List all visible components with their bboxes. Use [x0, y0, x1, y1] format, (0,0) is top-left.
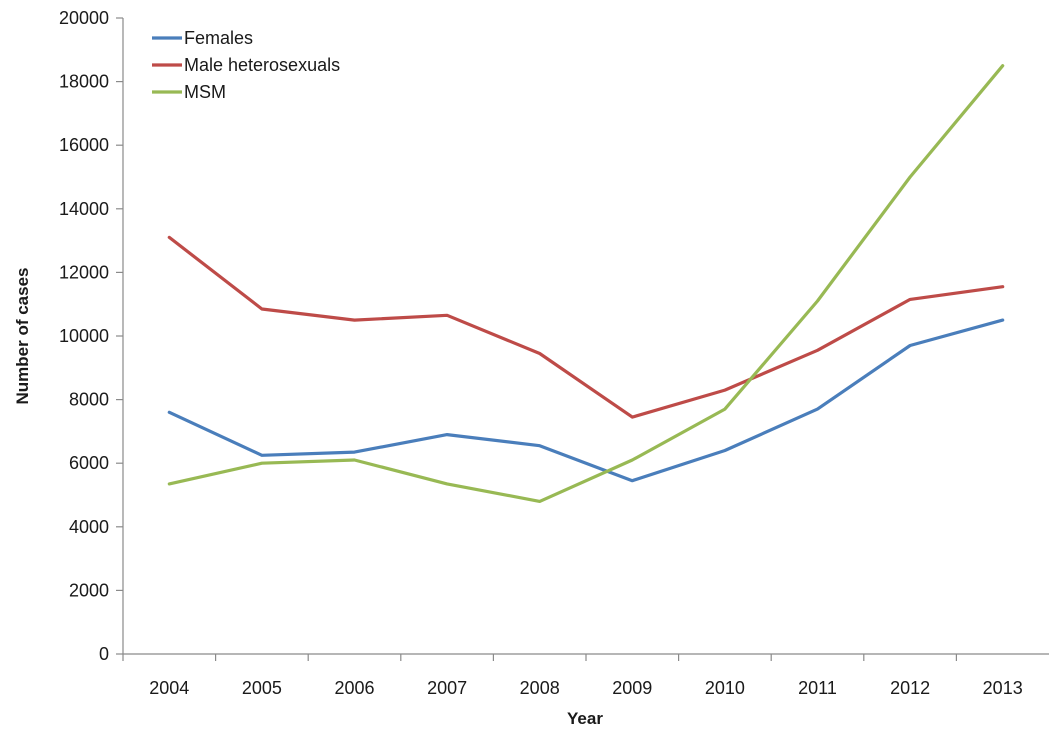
series-lines [167, 64, 1005, 503]
legend-label-male-heterosexuals: Male heterosexuals [184, 55, 340, 75]
x-tick-label: 2005 [242, 678, 282, 698]
series-line-msm [167, 64, 1005, 503]
y-tick-label: 8000 [69, 390, 109, 410]
y-tick-label: 12000 [59, 262, 109, 282]
x-tick-label: 2010 [705, 678, 745, 698]
x-tick-label: 2009 [612, 678, 652, 698]
x-tick-label: 2007 [427, 678, 467, 698]
y-axis-title: Number of cases [13, 268, 32, 405]
x-tick-label: 2008 [520, 678, 560, 698]
y-tick-label: 16000 [59, 135, 109, 155]
x-tick-label: 2012 [890, 678, 930, 698]
x-axis-title: Year [567, 709, 603, 728]
y-tick-label: 6000 [69, 453, 109, 473]
x-tick-label: 2011 [798, 678, 837, 698]
axes: 0 2000 4000 6000 8000 10000 12000 14000 16000 180… [59, 8, 1049, 698]
x-tick-label: 2013 [983, 678, 1023, 698]
y-tick-label: 20000 [59, 8, 109, 28]
y-tick-label: 10000 [59, 326, 109, 346]
y-tick-label: 0 [99, 644, 109, 664]
series-line-females [167, 318, 1005, 483]
y-tick-label: 14000 [59, 199, 109, 219]
y-tick-label: 4000 [69, 517, 109, 537]
x-tick-label: 2004 [149, 678, 189, 698]
y-tick-label: 18000 [59, 72, 109, 92]
legend-label-females: Females [184, 28, 253, 48]
legend: Females Male heterosexuals MSM [152, 28, 340, 102]
y-tick-label: 2000 [69, 580, 109, 600]
series-line-male-heterosexuals [167, 235, 1005, 419]
legend-label-msm: MSM [184, 82, 226, 102]
x-tick-label: 2006 [334, 678, 374, 698]
